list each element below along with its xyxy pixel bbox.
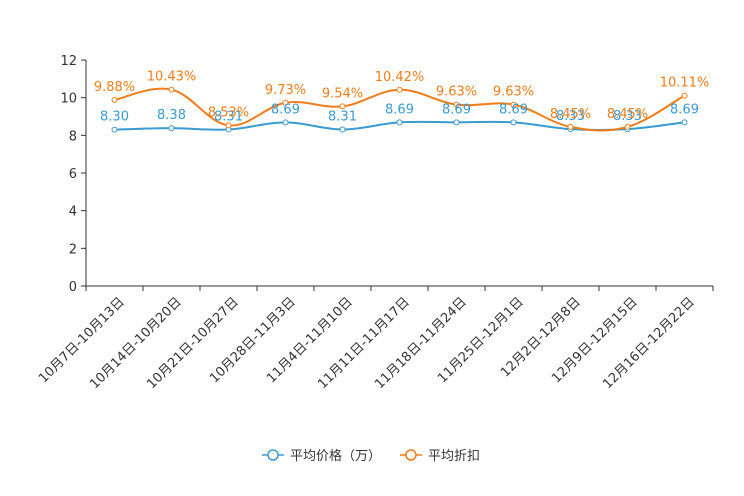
legend-marker-icon [405, 449, 417, 461]
legend-marker-icon [267, 449, 279, 461]
legend-label: 平均折扣 [428, 449, 480, 464]
series-1-point[interactable] [282, 99, 289, 106]
series-0-data-label: 8.69 [670, 102, 699, 117]
series-1-point[interactable] [567, 123, 574, 130]
y-tick-label: 10 [60, 92, 77, 107]
series-0-data-label: 8.31 [214, 109, 243, 124]
series-0-data-label: 8.30 [100, 110, 129, 125]
series-0-data-label: 8.69 [499, 102, 528, 117]
series-1-point[interactable] [453, 101, 460, 108]
series-1-point[interactable] [111, 96, 118, 103]
series-1-data-label: 9.63% [436, 85, 477, 100]
series-0-data-label: 8.69 [385, 102, 414, 117]
series-0-point[interactable] [111, 126, 118, 133]
series-1-data-label: 10.42% [375, 70, 425, 85]
series-0-point[interactable] [339, 126, 346, 133]
y-tick-label: 2 [69, 242, 77, 257]
y-tick-label: 12 [60, 54, 77, 69]
series-0-point[interactable] [396, 119, 403, 126]
series-0-data-label: 8.69 [442, 102, 471, 117]
series-1-data-label: 9.88% [94, 80, 135, 95]
series-1-point[interactable] [339, 103, 346, 110]
series-1-data-label: 9.73% [265, 83, 306, 98]
series-1-data-label: 10.11% [660, 76, 710, 91]
series-0-point[interactable] [282, 119, 289, 126]
series-1-data-label: 8.53% [208, 105, 249, 120]
series-0-point[interactable] [510, 119, 517, 126]
series-0-data-label: 8.31 [328, 109, 357, 124]
series-1-data-label: 10.43% [147, 70, 197, 85]
series-1-point[interactable] [510, 101, 517, 108]
series-1-point[interactable] [168, 86, 175, 93]
series-1-point[interactable] [681, 92, 688, 99]
series-0-point[interactable] [681, 119, 688, 126]
series-0-data-label: 8.38 [157, 108, 186, 123]
series-1-data-label: 8.45% [550, 107, 591, 122]
series-1-data-label: 9.54% [322, 86, 363, 101]
series-1-point[interactable] [396, 86, 403, 93]
series-1-point[interactable] [624, 123, 631, 130]
legend-item-0[interactable]: 平均价格（万） [262, 448, 381, 464]
series-0-data-label: 8.33 [556, 109, 585, 124]
series-1-point[interactable] [225, 122, 232, 129]
y-tick-label: 8 [69, 129, 77, 144]
y-tick-label: 6 [69, 167, 77, 182]
series-1-data-label: 9.63% [493, 85, 534, 100]
y-tick-label: 4 [69, 205, 77, 220]
series-0-point[interactable] [453, 119, 460, 126]
legend-item-1[interactable]: 平均折扣 [400, 449, 480, 464]
legend-label: 平均价格（万） [290, 448, 381, 464]
series-0-data-label: 8.33 [613, 109, 642, 124]
series-0-point[interactable] [168, 125, 175, 132]
series-1-data-label: 8.45% [607, 107, 648, 122]
series-0-data-label: 8.69 [271, 102, 300, 117]
y-tick-label: 0 [69, 280, 77, 295]
